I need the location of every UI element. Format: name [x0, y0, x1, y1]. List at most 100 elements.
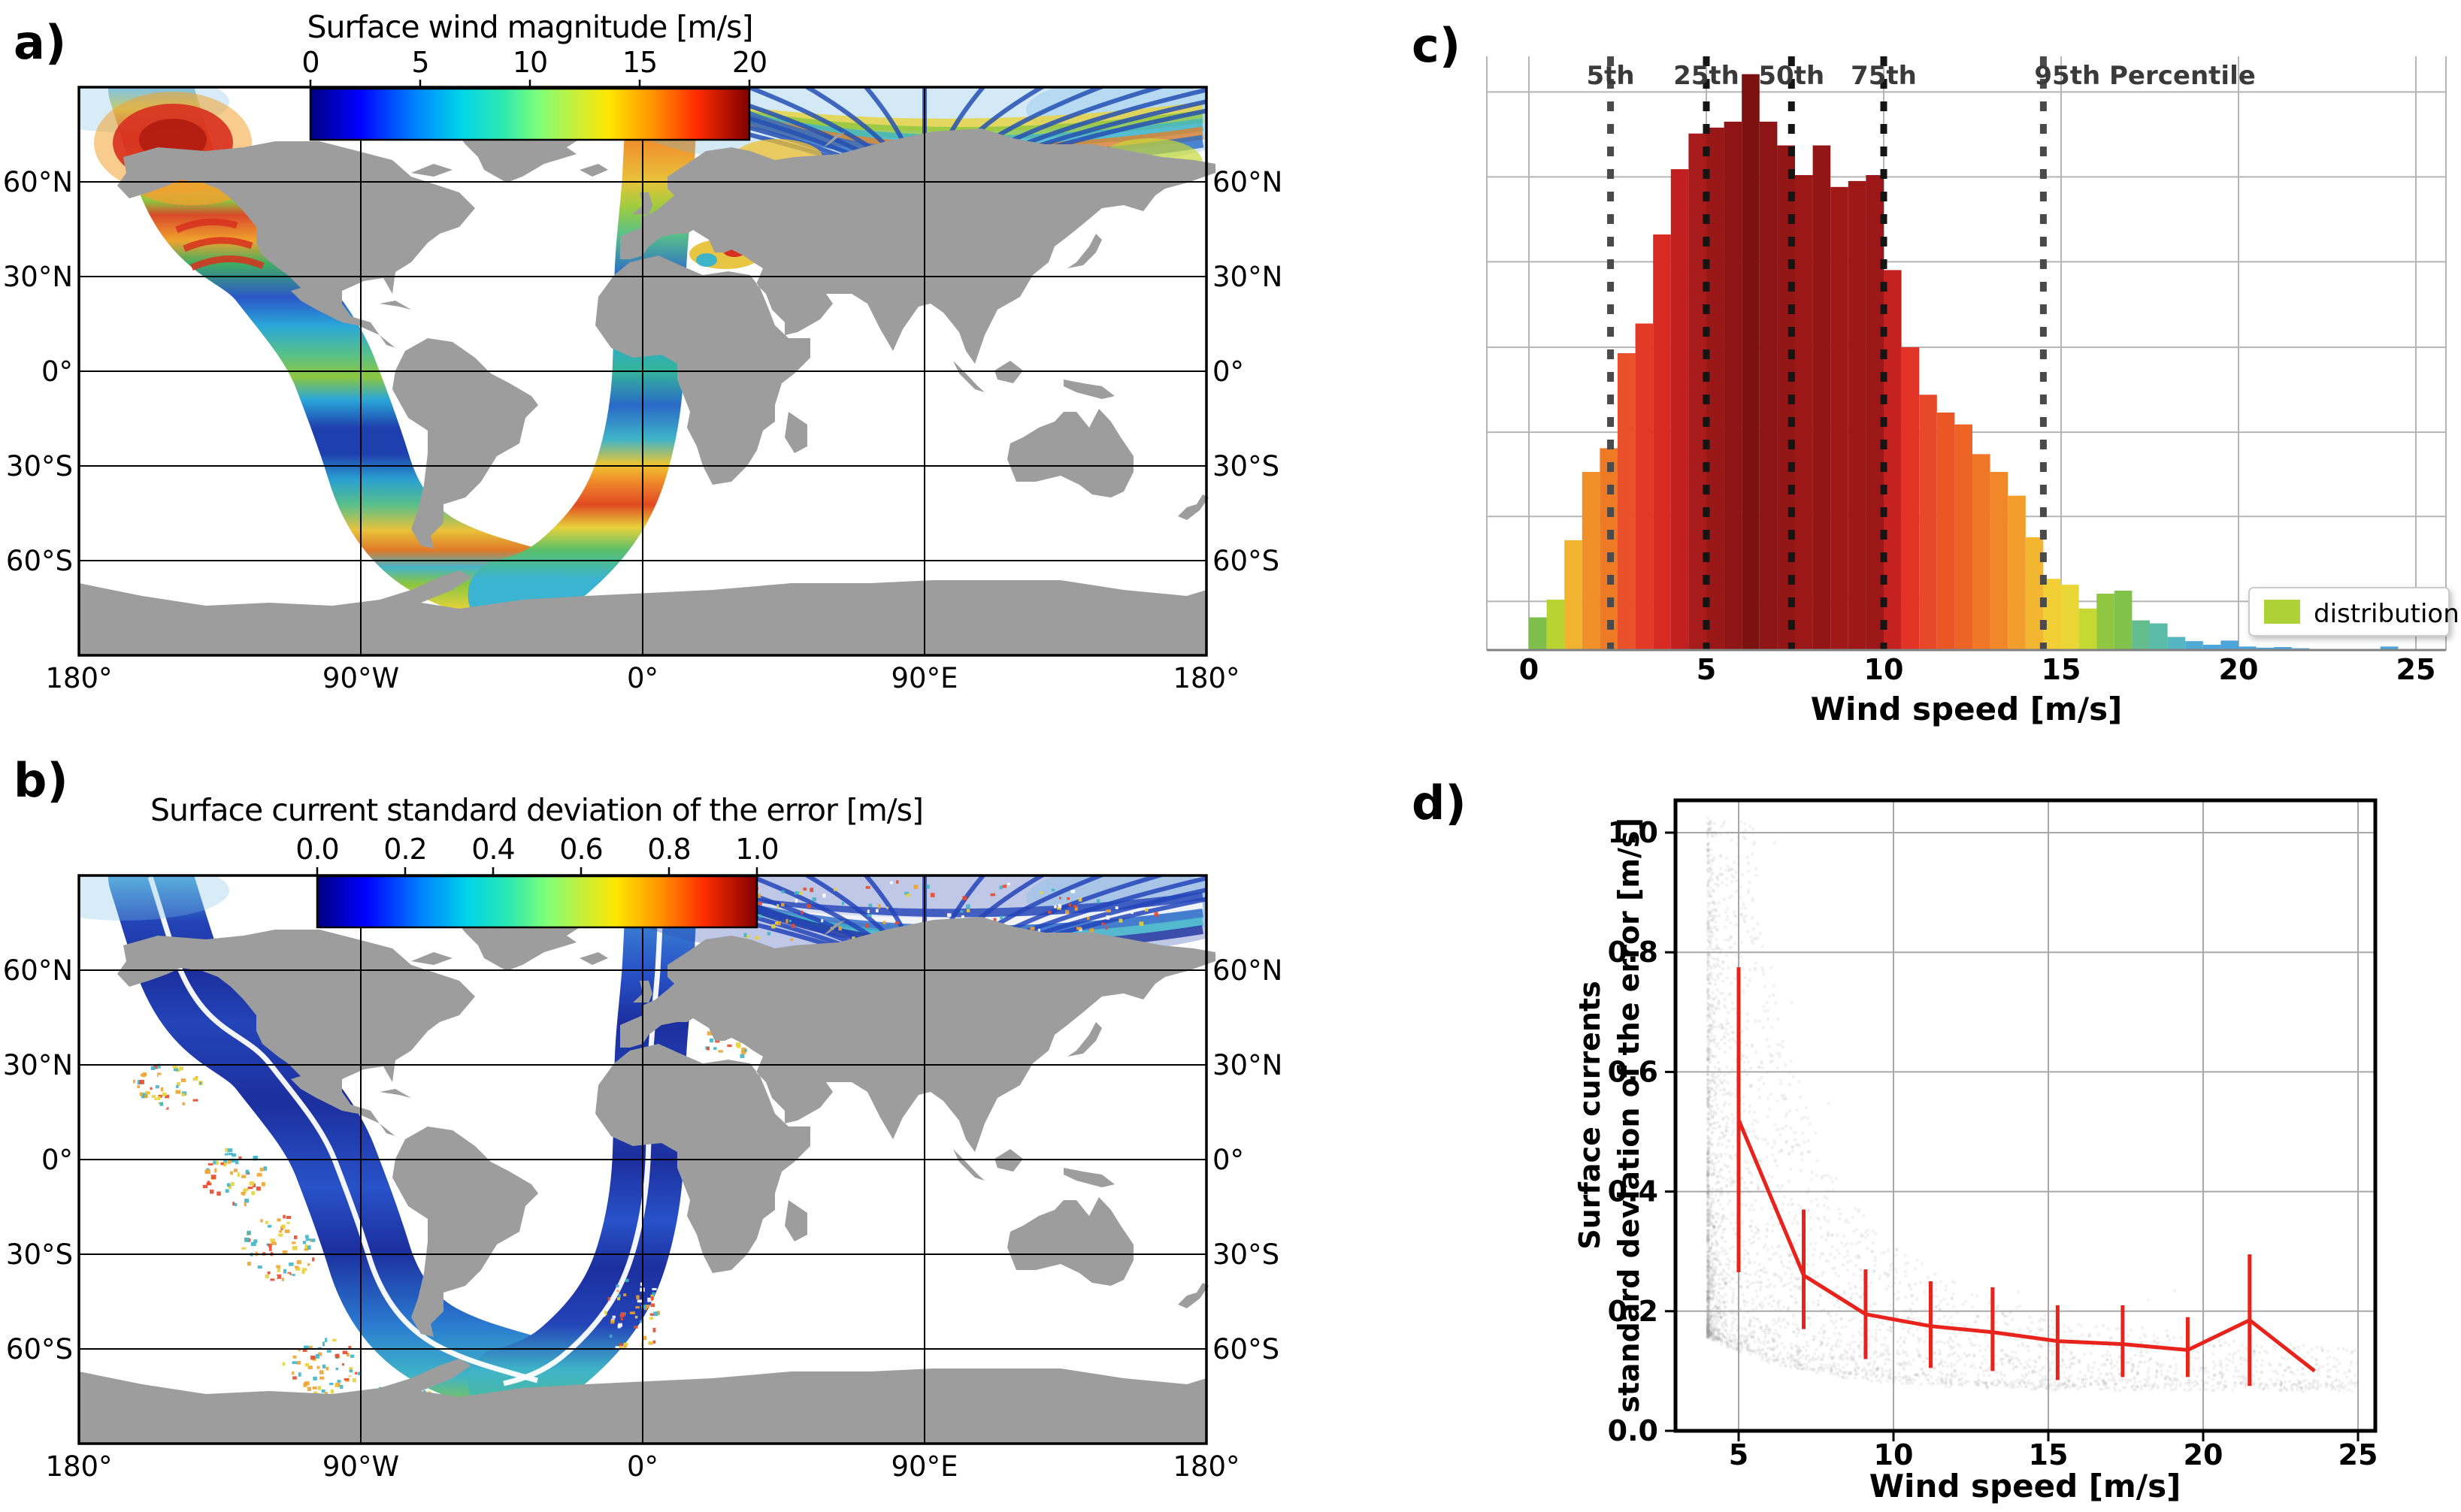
scatter-point — [1729, 1339, 1733, 1344]
scatter-point — [2072, 1381, 2075, 1386]
scatter-point — [2077, 1358, 2081, 1362]
scatter-point — [1712, 963, 1716, 966]
scatter-point — [1886, 1344, 1890, 1349]
scatter-point — [1745, 1187, 1749, 1191]
scatter-point — [1729, 1025, 1733, 1029]
scatter-point — [1708, 1332, 1712, 1336]
scatter-point — [1888, 1303, 1892, 1307]
scatter-point — [1780, 1208, 1784, 1213]
scatter-point — [1721, 1250, 1725, 1253]
scatter-point — [1793, 1359, 1797, 1362]
scatter-point — [1856, 1210, 1860, 1214]
scatter-point — [1712, 1308, 1715, 1312]
scatter-point — [1801, 1353, 1805, 1358]
speckle-dot — [349, 1369, 353, 1373]
speckle-dot — [174, 1086, 180, 1090]
scatter-point — [1723, 819, 1727, 823]
lat-label-right: 60°N — [1212, 166, 1282, 198]
scatter-point — [2172, 1335, 2176, 1340]
scatter-point — [1712, 1338, 1715, 1342]
scatter-point — [1713, 1121, 1717, 1125]
scatter-point — [2299, 1386, 2304, 1390]
scatter-point — [2336, 1347, 2340, 1350]
scatter-point — [1717, 1068, 1721, 1072]
scatter-point — [2021, 1374, 2024, 1377]
scatter-point — [1706, 1192, 1711, 1196]
scatter-point — [2274, 1369, 2278, 1374]
scatter-point — [1718, 1190, 1723, 1194]
scatter-point — [1706, 963, 1709, 968]
scatter-point — [2034, 1371, 2038, 1374]
scatter-point — [1707, 1321, 1712, 1325]
scatter-point — [1875, 1374, 1878, 1378]
scatter-point — [1767, 1361, 1771, 1365]
scatter-point — [1933, 1351, 1937, 1356]
scatter-point — [1728, 1274, 1732, 1278]
scatter-point — [2193, 1384, 2196, 1388]
scatter-point — [1711, 1018, 1715, 1023]
scatter-point — [1746, 930, 1750, 934]
scatter-point — [1763, 1243, 1767, 1247]
scatter-point — [1715, 1257, 1719, 1262]
scatter-point — [1730, 873, 1734, 878]
scatter-point — [1707, 1287, 1712, 1290]
scatter-point — [2011, 1329, 2015, 1334]
scatter-point — [2105, 1372, 2109, 1376]
scatter-point — [1709, 1246, 1713, 1250]
scatter-point — [2221, 1387, 2225, 1392]
scatter-point — [1712, 1077, 1715, 1081]
scatter-point — [1841, 1371, 1845, 1375]
scatter-point — [1789, 1059, 1793, 1063]
scatter-point — [1737, 863, 1741, 866]
speckle-dot — [247, 1187, 253, 1190]
speckle-dot — [247, 1230, 251, 1235]
scatter-point — [1915, 1328, 1919, 1332]
scatter-point — [1957, 1378, 1962, 1382]
scatter-point — [1984, 1382, 1987, 1386]
scatter-point — [1706, 960, 1710, 964]
scatter-point — [1709, 1222, 1712, 1226]
scatter-point — [1715, 1327, 1719, 1332]
scatter-point — [1836, 1371, 1840, 1375]
speckle-dot — [740, 1045, 745, 1049]
scatter-point — [1761, 1304, 1765, 1308]
speckle-dot — [1058, 897, 1061, 900]
scatter-point — [1808, 1122, 1812, 1126]
scatter-point — [1914, 1310, 1918, 1314]
scatter-point — [1932, 1313, 1936, 1317]
scatter-point — [2093, 1379, 2097, 1383]
scatter-point — [2343, 1371, 2347, 1375]
scatter-point — [2104, 1381, 2108, 1385]
speckle-dot — [966, 909, 970, 913]
scatter-point — [1869, 1379, 1874, 1383]
scatter-point — [1706, 1099, 1710, 1103]
scatter-point — [1749, 1066, 1753, 1070]
scatter-point — [1713, 1066, 1718, 1069]
scatter-point — [1973, 1343, 1977, 1347]
scatter-point — [1724, 1318, 1728, 1322]
scatter-point — [1902, 1365, 1906, 1370]
scatter-point — [1722, 1214, 1726, 1218]
lon-label: 0° — [627, 662, 658, 694]
scatter-point — [1710, 918, 1715, 923]
scatter-point — [1793, 1362, 1797, 1366]
scatter-point — [1796, 1287, 1800, 1290]
scatter-point — [1706, 1328, 1709, 1332]
scatter-point — [1985, 1387, 1989, 1390]
scatter-point — [1848, 1287, 1853, 1290]
scatter-point — [1948, 1353, 1951, 1356]
scatter-point — [1706, 1265, 1711, 1269]
scatter-point — [1718, 1335, 1721, 1340]
scatter-cloud — [1706, 816, 2360, 1394]
scatter-point — [1746, 1349, 1751, 1353]
panel-b-graticule — [79, 875, 1206, 1444]
scatter-point — [1710, 1054, 1714, 1057]
speckle-dot — [298, 1348, 301, 1351]
scatter-point — [1706, 973, 1710, 977]
scatter-point — [1706, 848, 1711, 853]
scatter-point — [1706, 1290, 1710, 1293]
scatter-point — [1890, 1262, 1894, 1266]
scatter-point — [2109, 1335, 2114, 1340]
scatter-point — [2139, 1387, 2144, 1391]
speckle-dot — [292, 1361, 298, 1365]
